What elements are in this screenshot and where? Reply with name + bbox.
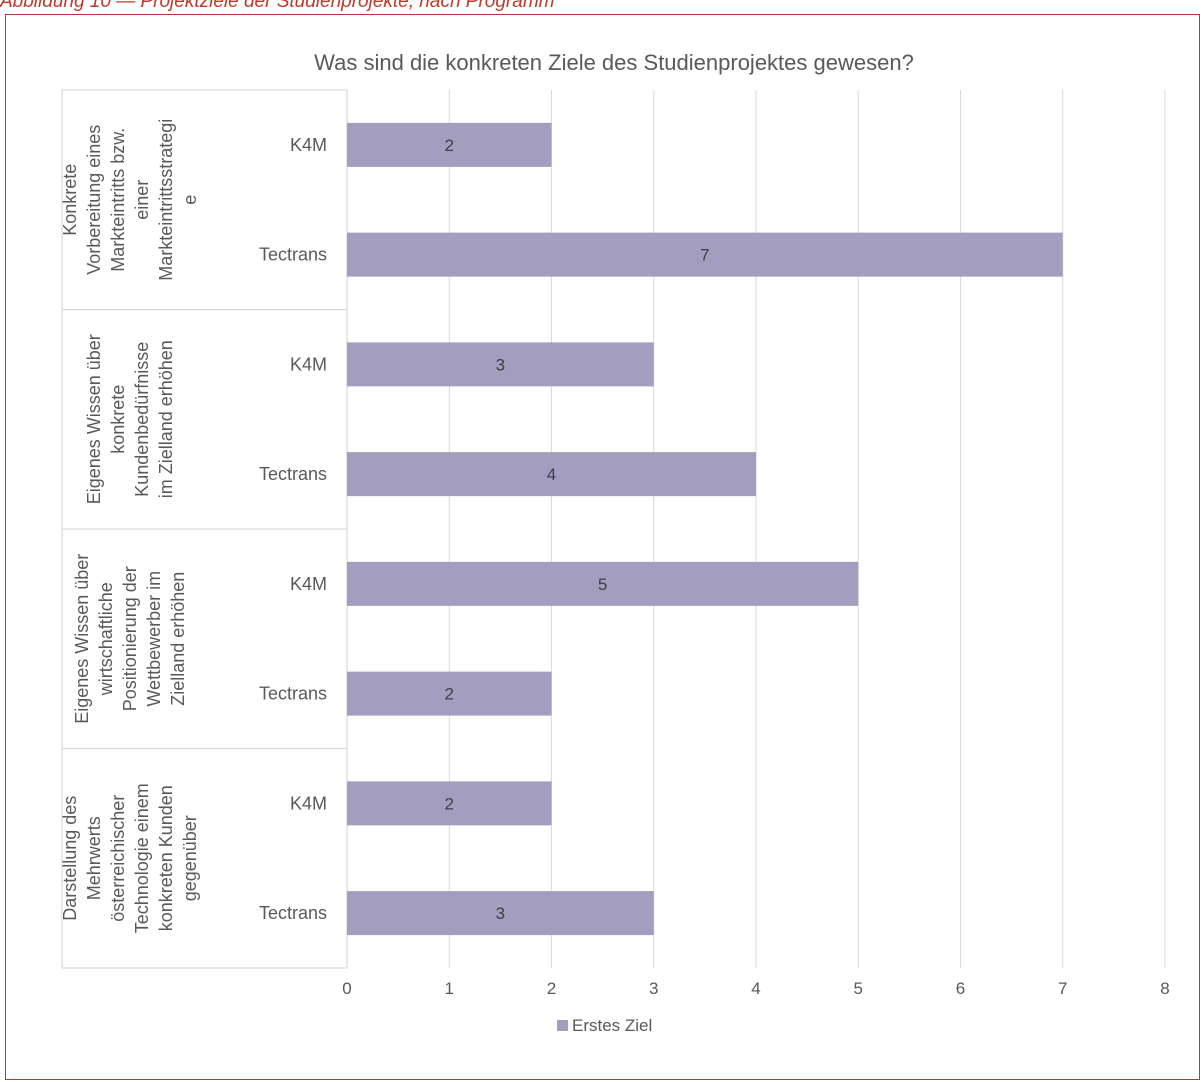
data-label: 3 xyxy=(496,355,505,374)
x-tick-label: 5 xyxy=(854,979,863,998)
chart-frame xyxy=(5,14,1200,1080)
axes: 0 1 2 3 4 5 6 7 8 xyxy=(61,89,1170,998)
labels: Konkrete Vorbereitung eines Markteintritts… xyxy=(60,119,710,934)
chart-title: Was sind die konkreten Ziele des Studien… xyxy=(314,50,914,75)
category-label: Tectrans xyxy=(259,464,327,484)
category-label: K4M xyxy=(290,793,327,813)
legend-swatch xyxy=(557,1020,568,1031)
x-tick-label: 2 xyxy=(547,979,556,998)
bar xyxy=(347,671,552,716)
legend: Erstes Ziel xyxy=(557,1016,652,1035)
data-label: 7 xyxy=(700,246,709,265)
bar xyxy=(347,561,859,606)
bar xyxy=(347,342,654,387)
category-label: Tectrans xyxy=(259,684,327,704)
x-tick-label: 1 xyxy=(445,979,454,998)
data-label: 2 xyxy=(445,794,454,813)
bar xyxy=(347,891,654,936)
bar xyxy=(347,232,1063,277)
category-label: Tectrans xyxy=(259,245,327,265)
x-tick-label: 6 xyxy=(956,979,965,998)
bars xyxy=(347,122,1063,936)
data-label: 2 xyxy=(445,136,454,155)
data-label: 4 xyxy=(547,465,556,484)
category-label: K4M xyxy=(290,354,327,374)
gridlines xyxy=(448,90,1166,968)
bar xyxy=(347,452,756,497)
data-label: 3 xyxy=(496,904,505,923)
x-tick-label: 7 xyxy=(1058,979,1067,998)
category-label: K4M xyxy=(290,135,327,155)
bar xyxy=(347,781,552,826)
legend-label: Erstes Ziel xyxy=(572,1016,652,1035)
x-tick-label: 4 xyxy=(751,979,760,998)
group-label: Eigenes Wissen über wirtschaftliche Positi… xyxy=(72,554,188,724)
figure-caption: Abbildung 10 — Projektziele der Studienp… xyxy=(0,0,555,12)
data-label: 2 xyxy=(445,685,454,704)
category-label: K4M xyxy=(290,574,327,594)
group-label: Konkrete Vorbereitung eines Markteintritts… xyxy=(60,119,200,281)
x-tick-label: 3 xyxy=(649,979,658,998)
bar xyxy=(347,122,552,167)
group-label: Darstellung des Mehrwerts österreichischer… xyxy=(60,783,200,933)
category-label: Tectrans xyxy=(259,903,327,923)
x-tick-label: 8 xyxy=(1160,979,1169,998)
data-label: 5 xyxy=(598,575,607,594)
x-tick-label: 0 xyxy=(342,979,351,998)
group-label: Eigenes Wissen über konkrete Kundenbedürfn… xyxy=(84,334,176,504)
